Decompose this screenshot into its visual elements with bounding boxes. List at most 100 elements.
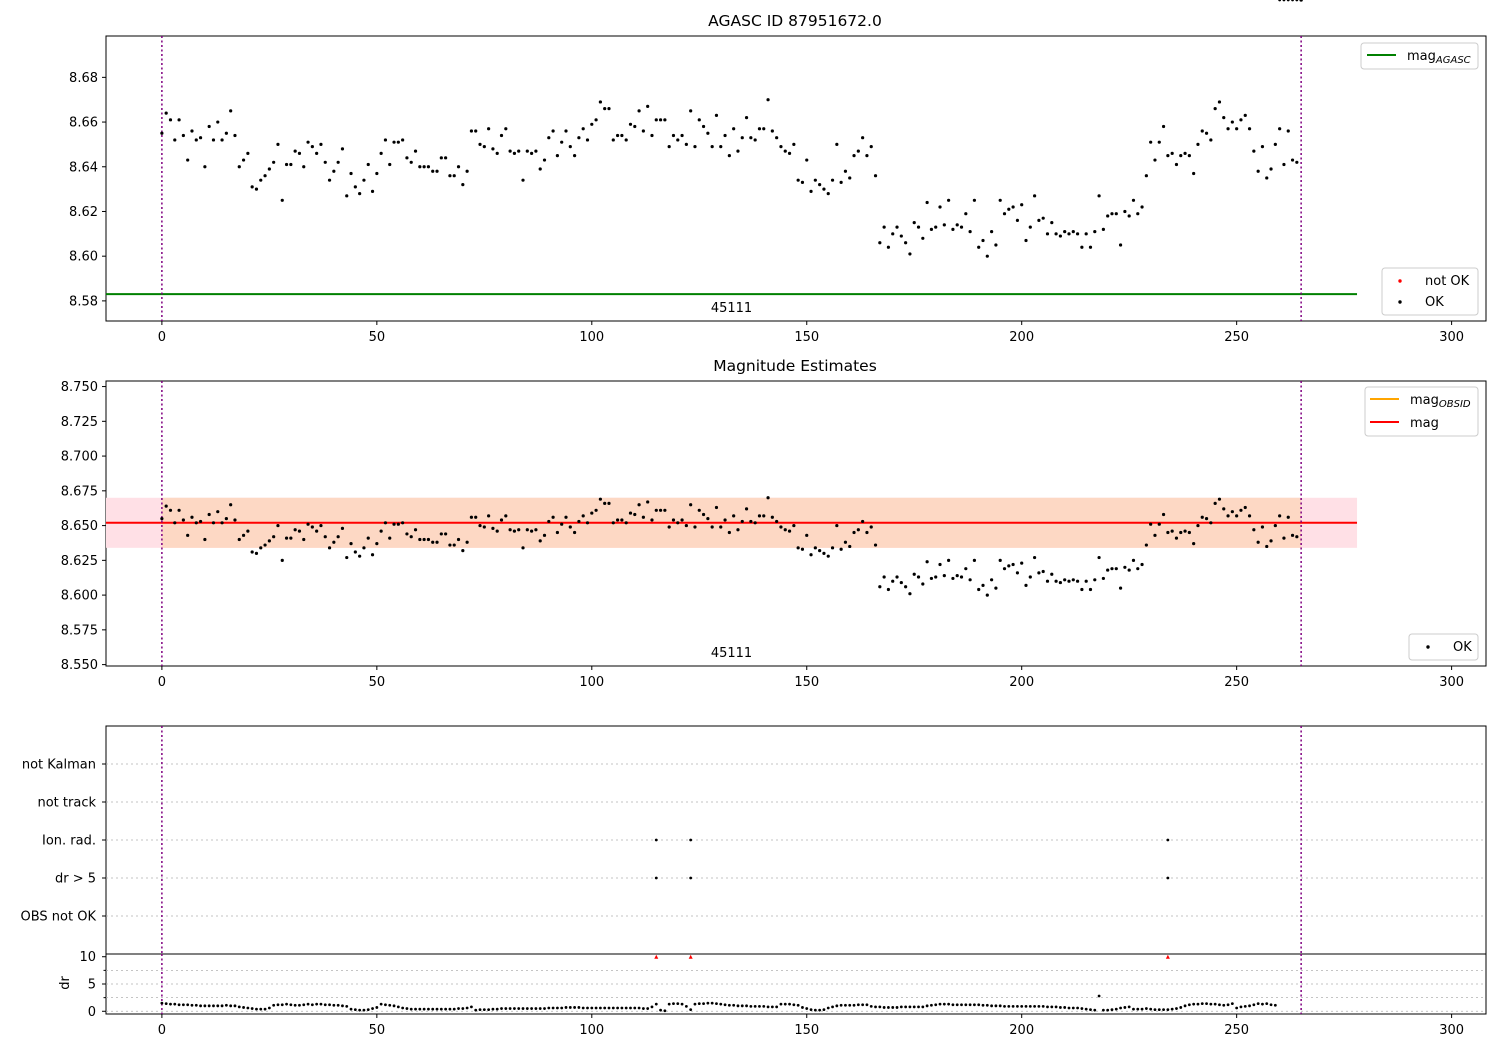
data-point xyxy=(1089,1008,1092,1012)
data-point xyxy=(732,514,736,518)
data-point xyxy=(362,178,366,182)
data-point xyxy=(246,1006,250,1010)
data-point xyxy=(220,521,224,525)
data-point xyxy=(401,138,405,142)
data-point xyxy=(1179,153,1183,158)
chart-title-estimates: Magnitude Estimates xyxy=(713,357,877,375)
data-point xyxy=(426,537,431,542)
data-point xyxy=(861,1003,865,1007)
data-point xyxy=(306,140,310,144)
data-point xyxy=(813,178,817,182)
x-tick-label: 200 xyxy=(1009,330,1034,345)
legend-ok-notok: not OK OK xyxy=(1381,267,1479,316)
y-tick-label: 10 xyxy=(79,950,96,965)
data-point xyxy=(1286,0,1290,2)
data-point xyxy=(852,1003,856,1007)
data-point xyxy=(1235,127,1239,131)
data-point xyxy=(676,138,680,142)
data-point xyxy=(1243,113,1247,117)
data-point xyxy=(1067,579,1071,583)
data-point xyxy=(448,543,452,547)
data-point xyxy=(581,514,585,518)
data-point xyxy=(792,142,796,147)
data-point xyxy=(340,526,345,530)
data-point xyxy=(1239,508,1243,512)
data-point xyxy=(955,1003,959,1007)
data-point xyxy=(1273,523,1277,528)
data-point xyxy=(615,518,620,522)
data-point xyxy=(272,160,276,164)
data-point xyxy=(955,574,959,578)
data-point xyxy=(1153,1008,1157,1012)
data-point xyxy=(310,525,314,529)
data-point xyxy=(960,1003,963,1007)
flag-point xyxy=(689,838,693,842)
data-point xyxy=(448,174,452,178)
data-point xyxy=(409,160,413,164)
data-point xyxy=(985,1003,989,1007)
data-point xyxy=(1286,129,1290,133)
data-point xyxy=(1222,507,1226,511)
data-point xyxy=(676,1002,680,1006)
data-point xyxy=(306,522,310,526)
data-point xyxy=(1054,579,1058,583)
flag-point xyxy=(654,876,658,880)
data-point xyxy=(990,1004,994,1008)
data-point xyxy=(1063,1006,1067,1009)
data-point xyxy=(658,118,663,122)
data-point xyxy=(1226,514,1230,518)
data-point xyxy=(715,1002,718,1006)
data-point xyxy=(749,1004,753,1008)
data-point xyxy=(1032,194,1037,198)
data-point xyxy=(1217,497,1222,501)
data-point xyxy=(998,198,1002,202)
data-point xyxy=(1157,1008,1161,1012)
data-point xyxy=(1179,1006,1183,1009)
data-point xyxy=(1058,1006,1062,1009)
data-point xyxy=(568,525,572,529)
data-point xyxy=(452,543,456,547)
data-point xyxy=(822,1008,826,1012)
data-point xyxy=(1041,216,1045,220)
data-point xyxy=(1252,528,1256,532)
data-point xyxy=(396,522,400,526)
data-point xyxy=(770,129,774,133)
data-point xyxy=(375,171,379,176)
data-point xyxy=(603,107,607,111)
data-point xyxy=(336,1003,340,1007)
data-point xyxy=(384,1003,387,1007)
data-point xyxy=(482,1008,486,1012)
data-point xyxy=(216,1004,220,1008)
data-point xyxy=(938,562,942,567)
data-point xyxy=(1265,544,1269,549)
data-point xyxy=(1269,539,1273,543)
data-point xyxy=(1149,1007,1153,1011)
x-tick-label: 300 xyxy=(1439,330,1464,345)
data-point xyxy=(977,587,981,592)
data-point xyxy=(280,558,284,562)
data-point xyxy=(203,165,207,169)
data-point xyxy=(302,1003,306,1007)
data-point xyxy=(916,575,921,579)
data-point xyxy=(547,519,551,524)
data-point xyxy=(1050,221,1054,225)
data-point xyxy=(392,140,396,144)
data-point xyxy=(1196,1002,1200,1006)
data-point xyxy=(672,1002,675,1006)
data-point xyxy=(620,1006,624,1010)
data-point xyxy=(805,533,809,537)
data-point xyxy=(1295,160,1299,164)
data-point xyxy=(1136,1007,1140,1011)
data-point xyxy=(328,1003,331,1007)
data-point xyxy=(835,523,839,528)
data-point xyxy=(504,127,508,131)
data-point xyxy=(904,241,908,245)
data-point xyxy=(637,503,641,507)
data-point xyxy=(538,539,542,543)
data-point xyxy=(1157,522,1161,526)
data-point xyxy=(727,153,731,158)
legend-label-not-ok: not OK xyxy=(1425,274,1470,289)
data-point xyxy=(160,517,164,521)
data-point xyxy=(190,1003,194,1007)
data-point xyxy=(1084,579,1088,583)
